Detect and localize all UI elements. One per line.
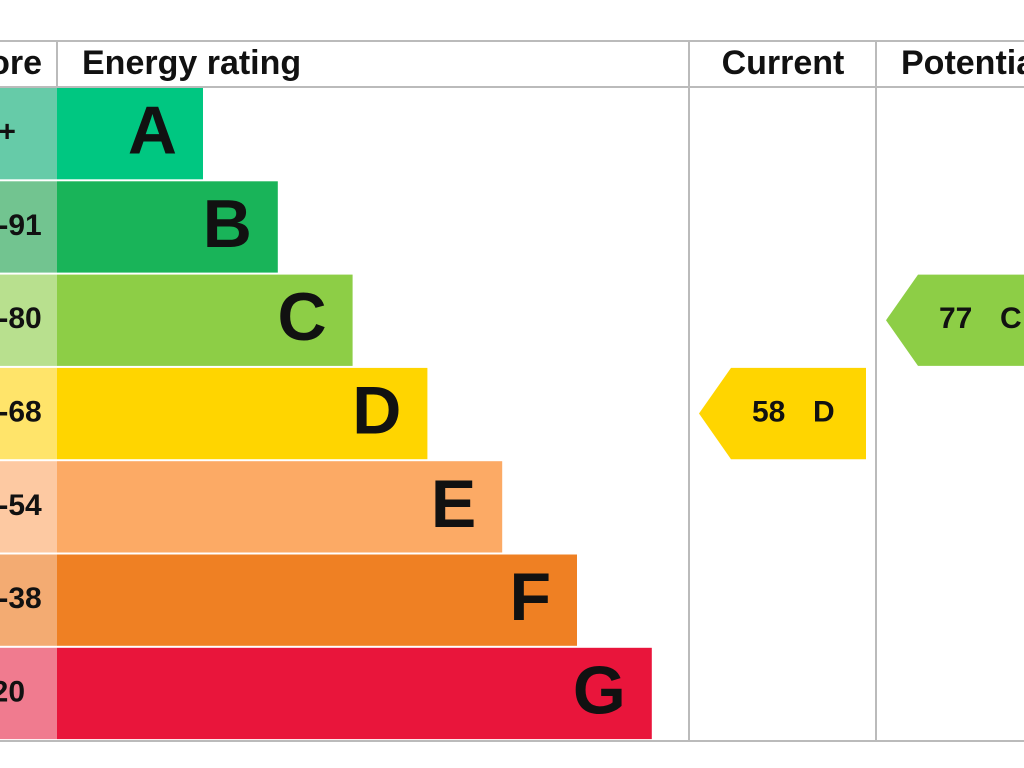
current-rating: D	[813, 395, 835, 428]
rating-band	[57, 274, 353, 366]
score-cell	[0, 367, 57, 460]
score-range: 81-91	[0, 209, 42, 242]
band-letter: G	[573, 652, 626, 728]
rating-band	[57, 88, 203, 180]
potential-arrow	[886, 274, 1024, 366]
rating-band	[57, 461, 503, 553]
potential-rating: C	[1000, 302, 1022, 335]
score-range: 21-38	[0, 582, 42, 615]
score-cell	[0, 647, 57, 740]
rating-band	[57, 367, 428, 460]
potential-header: Potential	[901, 44, 1024, 82]
band-letter: F	[509, 559, 551, 635]
score-cell	[0, 554, 57, 646]
current-arrow	[699, 367, 866, 460]
band-letter: E	[431, 466, 476, 542]
score-header: Score	[0, 44, 42, 82]
potential-value: 77	[939, 302, 972, 335]
score-range: 39-54	[0, 489, 42, 522]
score-range: 92+	[0, 116, 16, 149]
score-cell	[0, 274, 57, 366]
score-cell	[0, 461, 57, 553]
rating-band	[57, 181, 278, 273]
rating-band	[57, 554, 577, 646]
band-letter: D	[352, 373, 401, 449]
score-cell	[0, 181, 57, 273]
score-range: 1-20	[0, 675, 25, 708]
rating-header: Energy rating	[82, 44, 301, 82]
score-range: 69-80	[0, 302, 42, 335]
current-value: 58	[752, 395, 785, 428]
band-letter: C	[277, 279, 326, 355]
current-header: Current	[722, 44, 845, 82]
score-range: 55-68	[0, 395, 42, 428]
band-letter: A	[128, 93, 177, 169]
score-cell	[0, 88, 57, 180]
rating-band	[57, 647, 652, 740]
band-letter: B	[203, 186, 252, 262]
